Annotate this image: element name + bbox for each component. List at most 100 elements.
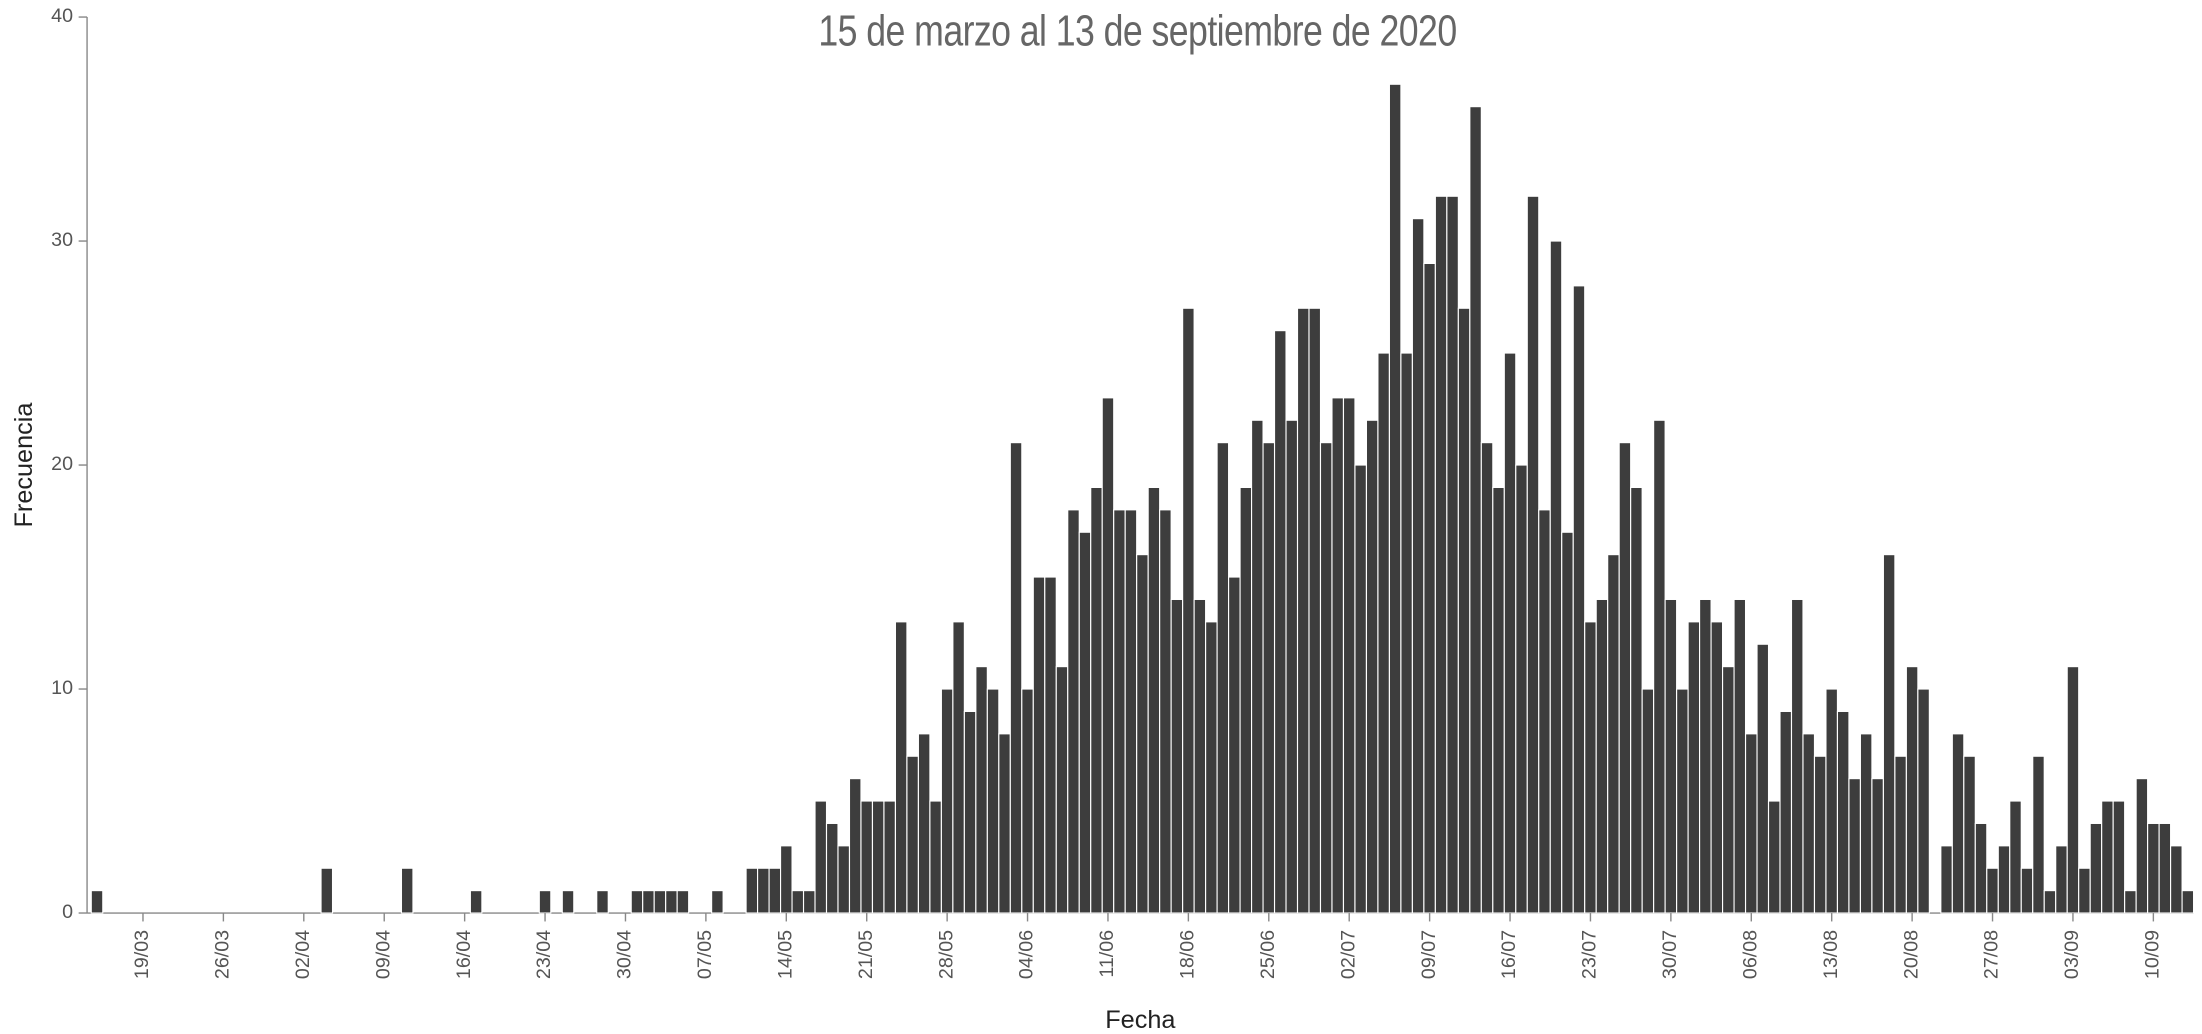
bar <box>1423 262 1436 914</box>
bar <box>1963 755 1976 914</box>
bar <box>1733 598 1747 914</box>
x-tick-label: 16/07 <box>1498 930 1520 979</box>
bar <box>1262 442 1276 914</box>
bar <box>1699 598 1712 914</box>
bar <box>1078 531 1092 914</box>
x-tick-label: 18/06 <box>1177 930 1199 979</box>
bar <box>825 822 839 914</box>
bar <box>952 621 965 914</box>
x-tick-label: 03/09 <box>2061 930 2083 979</box>
bar <box>1101 397 1115 914</box>
bar <box>1342 397 1356 914</box>
bar <box>1790 598 1804 914</box>
bar <box>2032 755 2045 914</box>
bar <box>1055 666 1069 914</box>
bar <box>1722 666 1735 914</box>
bar <box>2043 890 2057 914</box>
bar <box>2101 800 2114 914</box>
x-tick-label: 30/07 <box>1659 930 1681 979</box>
x-tick-label: 09/07 <box>1418 930 1440 979</box>
bar <box>1331 397 1345 914</box>
bar <box>1136 554 1149 914</box>
bar <box>1228 576 1241 914</box>
bar <box>1388 83 1402 914</box>
bar <box>1273 330 1287 914</box>
bar <box>1090 486 1103 914</box>
bar <box>1400 352 1413 914</box>
bar <box>630 890 644 914</box>
bar <box>2112 800 2126 914</box>
bar <box>1182 307 1195 914</box>
bar <box>2181 890 2195 914</box>
bar <box>802 890 816 914</box>
bar <box>1882 554 1896 914</box>
x-tick-label: 23/04 <box>533 930 555 979</box>
bar <box>1802 733 1816 914</box>
bar <box>2147 822 2160 914</box>
x-tick-label: 07/05 <box>694 930 716 979</box>
x-tick-label: 20/08 <box>1900 930 1922 979</box>
bar <box>1940 845 1953 914</box>
bar <box>986 688 1000 914</box>
bar <box>2124 890 2137 914</box>
x-tick-label: 02/07 <box>1337 930 1359 979</box>
bar <box>779 845 793 914</box>
bar <box>1905 666 1919 914</box>
bar <box>1526 195 1540 914</box>
bar <box>1584 621 1597 914</box>
bar <box>837 845 851 914</box>
x-tick-label: 06/08 <box>1739 930 1761 979</box>
bar <box>1630 486 1643 914</box>
bar <box>1469 106 1482 914</box>
x-tick-label: 11/06 <box>1096 930 1118 978</box>
bar <box>1503 352 1517 914</box>
bar <box>1044 576 1057 914</box>
y-axis-label: Frecuencia <box>10 402 38 528</box>
bar <box>2009 800 2022 914</box>
bar <box>1848 778 1861 914</box>
bar <box>1377 352 1390 914</box>
bar <box>1618 442 1632 914</box>
bar <box>1917 688 1930 914</box>
bar <box>320 867 334 914</box>
bar <box>653 890 667 914</box>
bar <box>1492 486 1505 914</box>
bar <box>745 867 759 914</box>
bar <box>90 890 104 914</box>
bar <box>1664 598 1678 914</box>
bar <box>2135 778 2149 914</box>
y-tick-label: 40 <box>51 5 73 27</box>
x-tick-label: 19/03 <box>131 930 153 979</box>
bar <box>1239 486 1253 914</box>
bar <box>1974 822 1988 914</box>
bar <box>1193 598 1207 914</box>
bar <box>1779 710 1793 914</box>
bar <box>1205 621 1218 914</box>
bar <box>1756 643 1770 914</box>
bar <box>1687 621 1701 914</box>
bar <box>1159 509 1172 914</box>
bar <box>2066 666 2080 914</box>
bar <box>1515 464 1528 914</box>
x-tick-label: 09/04 <box>372 930 394 979</box>
bar <box>791 890 805 914</box>
bar <box>1951 733 1965 914</box>
bar <box>1894 755 1907 914</box>
bar <box>1021 688 1034 914</box>
bar <box>2078 867 2091 914</box>
bar <box>1251 419 1264 914</box>
bar <box>1124 509 1138 914</box>
bar <box>561 890 575 914</box>
bar <box>814 800 828 914</box>
bar <box>1744 733 1758 914</box>
x-tick-label: 26/03 <box>212 930 234 979</box>
bar <box>757 867 770 914</box>
bar <box>538 890 552 914</box>
bar <box>1767 800 1781 914</box>
bar <box>1170 598 1184 914</box>
bar <box>2089 822 2103 914</box>
x-tick-label: 04/06 <box>1016 930 1038 979</box>
bar <box>1113 509 1126 914</box>
bar <box>1216 442 1230 914</box>
